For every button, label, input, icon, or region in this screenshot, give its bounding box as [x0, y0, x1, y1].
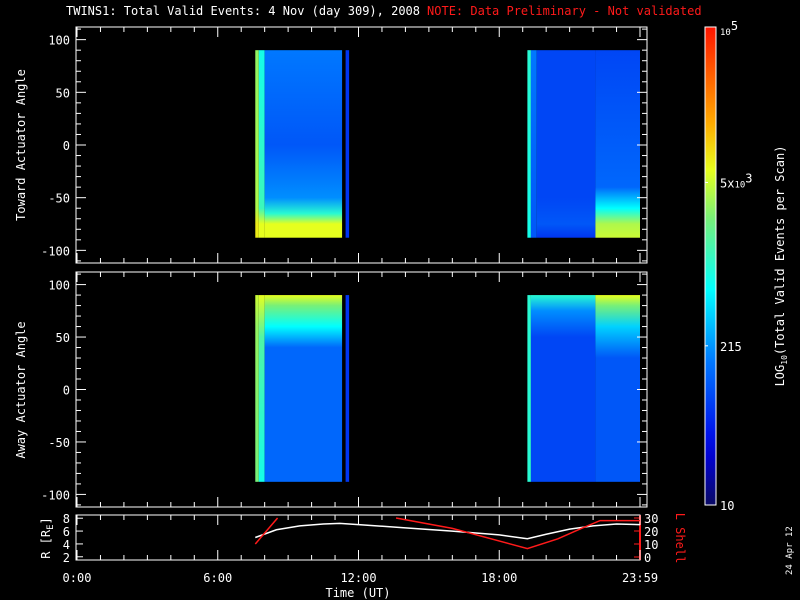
colorbar-tick-label: 105 [720, 19, 738, 38]
colorbar: 105 5x103 215 10 [704, 19, 753, 513]
r-tick-label: 2 [63, 551, 70, 565]
lshell-axis-label: L Shell [673, 513, 687, 564]
heatmap-cell [595, 295, 640, 482]
colorbar-tick-label: 5x103 [720, 171, 753, 190]
preliminary-note: NOTE: Data Preliminary - Not validated [427, 4, 702, 18]
heatmap-cell [258, 295, 265, 482]
x-tick-label: 18:00 [481, 571, 517, 585]
r-axis-label: R [RE] [39, 517, 56, 559]
lshell-line [395, 517, 640, 550]
colorbar-tick-label: 10 [720, 499, 734, 513]
heatmap-cell [264, 50, 343, 238]
y-tick-label: -100 [41, 244, 70, 258]
y-tick-label: 50 [56, 86, 70, 100]
lshell-tick-label: 20 [644, 525, 658, 539]
heatmap-cell [258, 50, 265, 238]
heatmap-cell [527, 50, 531, 238]
toward-angle-panel: 100 50 0 -50 -100 [41, 26, 648, 264]
lshell-tick-label: 10 [644, 538, 658, 552]
chart-title: TWINS1: Total Valid Events: 4 Nov (day 3… [66, 4, 420, 18]
title-line: TWINS1: Total Valid Events: 4 Nov (day 3… [66, 4, 702, 18]
x-tick-label: 6:00 [203, 571, 232, 585]
toward-ylabel: Toward Actuator Angle [14, 69, 28, 221]
heatmap-cell [255, 295, 259, 482]
y-tick-label: 0 [63, 384, 70, 398]
heatmap-cell [345, 50, 350, 238]
y-tick-label: 100 [48, 34, 70, 48]
heatmap-cell [595, 50, 640, 238]
heatmap-cell [536, 50, 596, 238]
colorbar-scale [704, 26, 717, 506]
r-tick-label: 8 [63, 512, 70, 526]
x-tick-label: 0:00 [63, 571, 92, 585]
heatmap-cell [530, 50, 537, 238]
y-tick-label: -50 [48, 436, 70, 450]
y-tick-label: -100 [41, 488, 70, 502]
lshell-tick-label: 0 [644, 551, 651, 565]
away-angle-panel: 100 50 0 -50 -100 [41, 271, 648, 508]
r-distance-line [255, 522, 641, 540]
r-tick-label: 6 [63, 525, 70, 539]
colorbar-tick-label: 215 [720, 340, 742, 354]
heatmap-cell [264, 295, 343, 482]
y-tick-label: -50 [48, 192, 70, 206]
away-ylabel: Away Actuator Angle [14, 321, 28, 458]
x-axis-label: Time (UT) [325, 586, 390, 600]
lshell-line [254, 517, 279, 545]
heatmap-cell [527, 295, 531, 482]
r-tick-label: 4 [63, 538, 70, 552]
date-stamp: 24 Apr 12 [785, 526, 795, 575]
x-tick-label: 12:00 [340, 571, 376, 585]
colorbar-label: LOG10(Total Valid Events per Scan) [773, 146, 789, 387]
y-tick-label: 0 [63, 139, 70, 153]
x-tick-label: 23:59 [622, 571, 658, 585]
y-tick-label: 50 [56, 331, 70, 345]
heatmap-cell [345, 295, 350, 482]
lshell-tick-label: 30 [644, 512, 658, 526]
y-tick-label: 100 [48, 279, 70, 293]
heatmap-cell [255, 50, 259, 238]
heatmap-cell [530, 295, 596, 482]
